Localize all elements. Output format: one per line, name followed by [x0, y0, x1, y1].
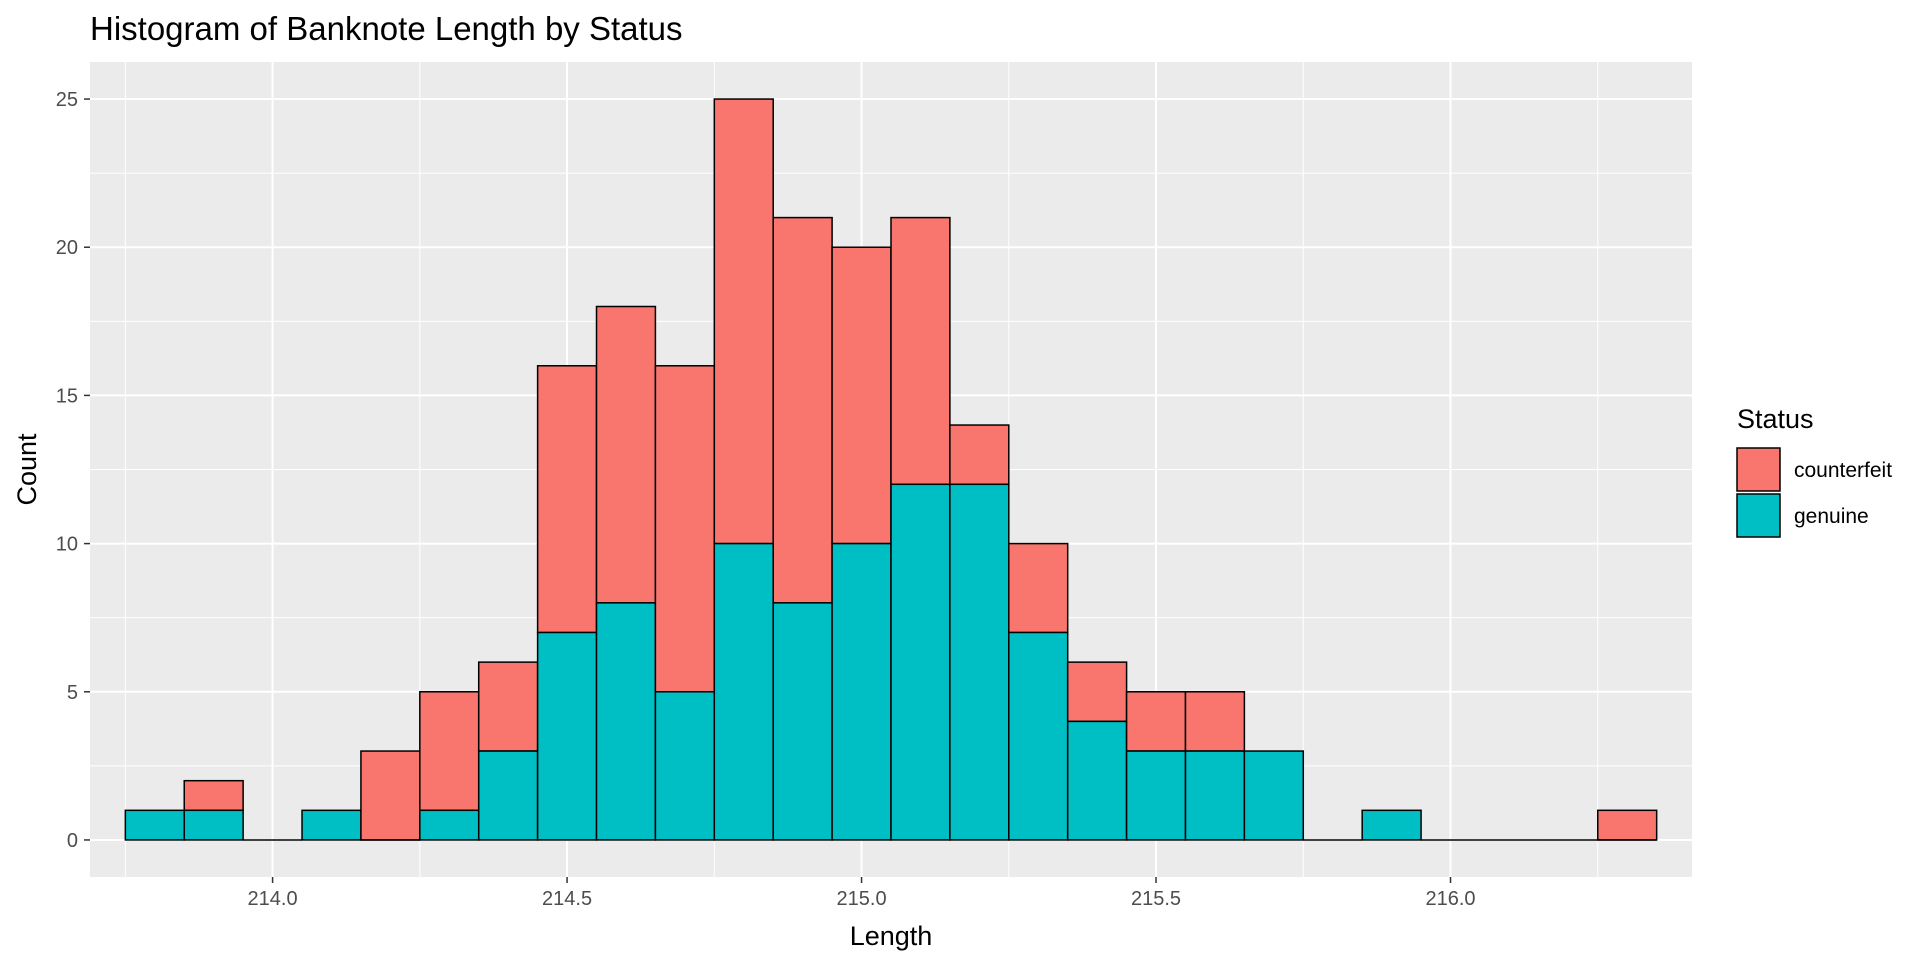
- x-tick-label: 214.5: [542, 888, 592, 910]
- bar-genuine: [1008, 631, 1069, 841]
- bar-genuine: [1125, 750, 1187, 841]
- y-axis-title: Count: [12, 433, 42, 506]
- bar-genuine: [1243, 750, 1305, 841]
- x-tick-label: 215.0: [837, 888, 887, 910]
- bar-counterfeit: [595, 305, 657, 604]
- bar-genuine: [1361, 809, 1422, 841]
- bar-counterfeit: [477, 661, 539, 752]
- bar-counterfeit: [1066, 661, 1128, 723]
- legend-title: Status: [1737, 404, 1814, 434]
- bar-genuine: [301, 809, 362, 841]
- bar-genuine: [713, 542, 774, 841]
- axes-layer: 214.0 214.5 215.0 215.5 216.0 0 5 10 15 20 25: [56, 89, 1476, 910]
- bar-genuine: [595, 602, 657, 841]
- y-tick-label: 5: [67, 682, 78, 704]
- bar-genuine: [949, 483, 1010, 841]
- bar-counterfeit: [1008, 542, 1069, 634]
- legend-label-counterfeit: counterfeit: [1794, 459, 1892, 482]
- bar-genuine: [124, 809, 185, 841]
- chart-title: Histogram of Banknote Length by Status: [90, 10, 683, 47]
- bar-counterfeit: [1184, 691, 1246, 752]
- bar-counterfeit: [654, 365, 716, 693]
- y-tick-label: 15: [56, 385, 78, 407]
- bar-genuine: [831, 542, 892, 841]
- legend-key-genuine: [1736, 493, 1781, 538]
- y-tick-label: 25: [56, 89, 78, 111]
- x-tick-label: 216.0: [1425, 888, 1475, 910]
- bar-counterfeit: [360, 750, 421, 841]
- y-tick-label: 0: [67, 830, 78, 852]
- bar-counterfeit: [890, 216, 951, 486]
- bar-counterfeit: [1597, 809, 1658, 841]
- bar-genuine: [477, 750, 539, 841]
- bar-genuine: [890, 483, 951, 841]
- legend: Status counterfeit genuine: [1736, 404, 1892, 538]
- bars-layer: [124, 98, 1658, 841]
- bar-genuine: [1184, 750, 1246, 841]
- bar-counterfeit: [949, 424, 1010, 486]
- bar-counterfeit: [419, 691, 480, 812]
- legend-label-genuine: genuine: [1794, 505, 1869, 528]
- y-tick-label: 10: [56, 534, 78, 556]
- bar-genuine: [1066, 720, 1128, 841]
- bar-counterfeit: [831, 246, 892, 545]
- bar-genuine: [772, 602, 833, 841]
- x-tick-label: 215.5: [1131, 888, 1181, 910]
- bar-counterfeit: [183, 779, 244, 812]
- bar-genuine: [183, 809, 244, 841]
- bar-genuine: [419, 809, 480, 841]
- x-tick-label: 214.0: [248, 888, 298, 910]
- y-tick-label: 20: [56, 237, 78, 259]
- bar-counterfeit: [536, 365, 598, 634]
- bar-genuine: [536, 631, 598, 841]
- bar-counterfeit: [1125, 691, 1187, 752]
- bar-counterfeit: [772, 216, 833, 604]
- x-axis-title: Length: [850, 921, 933, 951]
- bar-counterfeit: [713, 98, 774, 545]
- bar-genuine: [654, 691, 716, 841]
- legend-key-counterfeit: [1736, 447, 1781, 492]
